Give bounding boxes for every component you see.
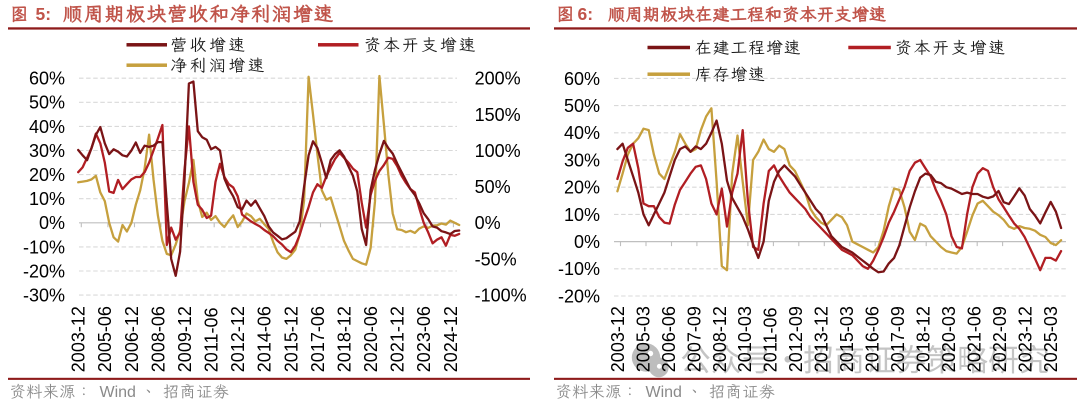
svg-text:20%: 20% (564, 178, 600, 198)
svg-text:2006-06: 2006-06 (659, 306, 679, 372)
svg-text:30%: 30% (564, 150, 600, 170)
svg-text:-50%: -50% (475, 249, 517, 269)
svg-text:2017-06: 2017-06 (308, 306, 328, 372)
svg-text:2018-12: 2018-12 (914, 306, 934, 372)
svg-text:-100%: -100% (475, 286, 527, 306)
svg-text:40%: 40% (564, 123, 600, 143)
svg-text:-20%: -20% (23, 261, 65, 281)
svg-text:2013-12: 2013-12 (812, 306, 832, 372)
svg-text:0%: 0% (475, 213, 501, 233)
svg-text:2025-03: 2025-03 (1041, 306, 1061, 372)
svg-text:2021-06: 2021-06 (965, 306, 985, 372)
svg-text:2005-06: 2005-06 (95, 306, 115, 372)
svg-text:150%: 150% (475, 105, 521, 125)
svg-text:60%: 60% (29, 69, 65, 89)
svg-text:30%: 30% (29, 141, 65, 161)
svg-text:5:: 5: (36, 4, 52, 24)
svg-text:2015-12: 2015-12 (281, 306, 301, 372)
svg-text:2021-12: 2021-12 (388, 306, 408, 372)
svg-text:50%: 50% (29, 93, 65, 113)
svg-text:2014-06: 2014-06 (255, 306, 275, 372)
svg-text:2012-12: 2012-12 (228, 306, 248, 372)
svg-text:-30%: -30% (23, 286, 65, 306)
svg-text:2018-12: 2018-12 (334, 306, 354, 372)
svg-text:2024-12: 2024-12 (441, 306, 461, 372)
svg-text:200%: 200% (475, 69, 521, 89)
svg-text:2011-06: 2011-06 (202, 307, 222, 372)
svg-text:2010-03: 2010-03 (735, 306, 755, 372)
svg-text:50%: 50% (475, 177, 511, 197)
svg-text:-20%: -20% (558, 286, 600, 306)
svg-text:20%: 20% (29, 165, 65, 185)
svg-text:-10%: -10% (23, 237, 65, 257)
svg-text:Wind: Wind (100, 384, 136, 401)
svg-text:2020-03: 2020-03 (939, 306, 959, 372)
svg-text:2012-09: 2012-09 (786, 306, 806, 372)
svg-text:2022-09: 2022-09 (990, 306, 1010, 372)
svg-text:0%: 0% (39, 213, 65, 233)
svg-text:50%: 50% (564, 96, 600, 116)
svg-text:2005-03: 2005-03 (633, 306, 653, 372)
svg-text:10%: 10% (564, 205, 600, 225)
svg-text:2023-06: 2023-06 (414, 306, 434, 372)
svg-text:2006-12: 2006-12 (122, 306, 142, 372)
svg-text:2007-09: 2007-09 (684, 306, 704, 372)
svg-text:2015-03: 2015-03 (837, 306, 857, 372)
svg-text:2003-12: 2003-12 (608, 306, 628, 372)
svg-text:60%: 60% (564, 69, 600, 89)
svg-text:2008-06: 2008-06 (148, 306, 168, 372)
svg-text:2011-06: 2011-06 (761, 307, 781, 372)
svg-text:2020-06: 2020-06 (361, 306, 381, 372)
svg-text:2009-12: 2009-12 (175, 306, 195, 372)
svg-text:2003-12: 2003-12 (69, 306, 89, 372)
svg-text:0%: 0% (574, 232, 600, 252)
svg-text:2016-06: 2016-06 (863, 306, 883, 372)
svg-text:6:: 6: (578, 4, 594, 24)
svg-text:2017-09: 2017-09 (888, 306, 908, 372)
svg-text:10%: 10% (29, 189, 65, 209)
svg-text:100%: 100% (475, 141, 521, 161)
svg-text:-10%: -10% (558, 259, 600, 279)
svg-text:2023-12: 2023-12 (1016, 306, 1036, 372)
svg-text:2008-12: 2008-12 (710, 306, 730, 372)
svg-text:Wind: Wind (646, 384, 682, 401)
svg-text:40%: 40% (29, 117, 65, 137)
